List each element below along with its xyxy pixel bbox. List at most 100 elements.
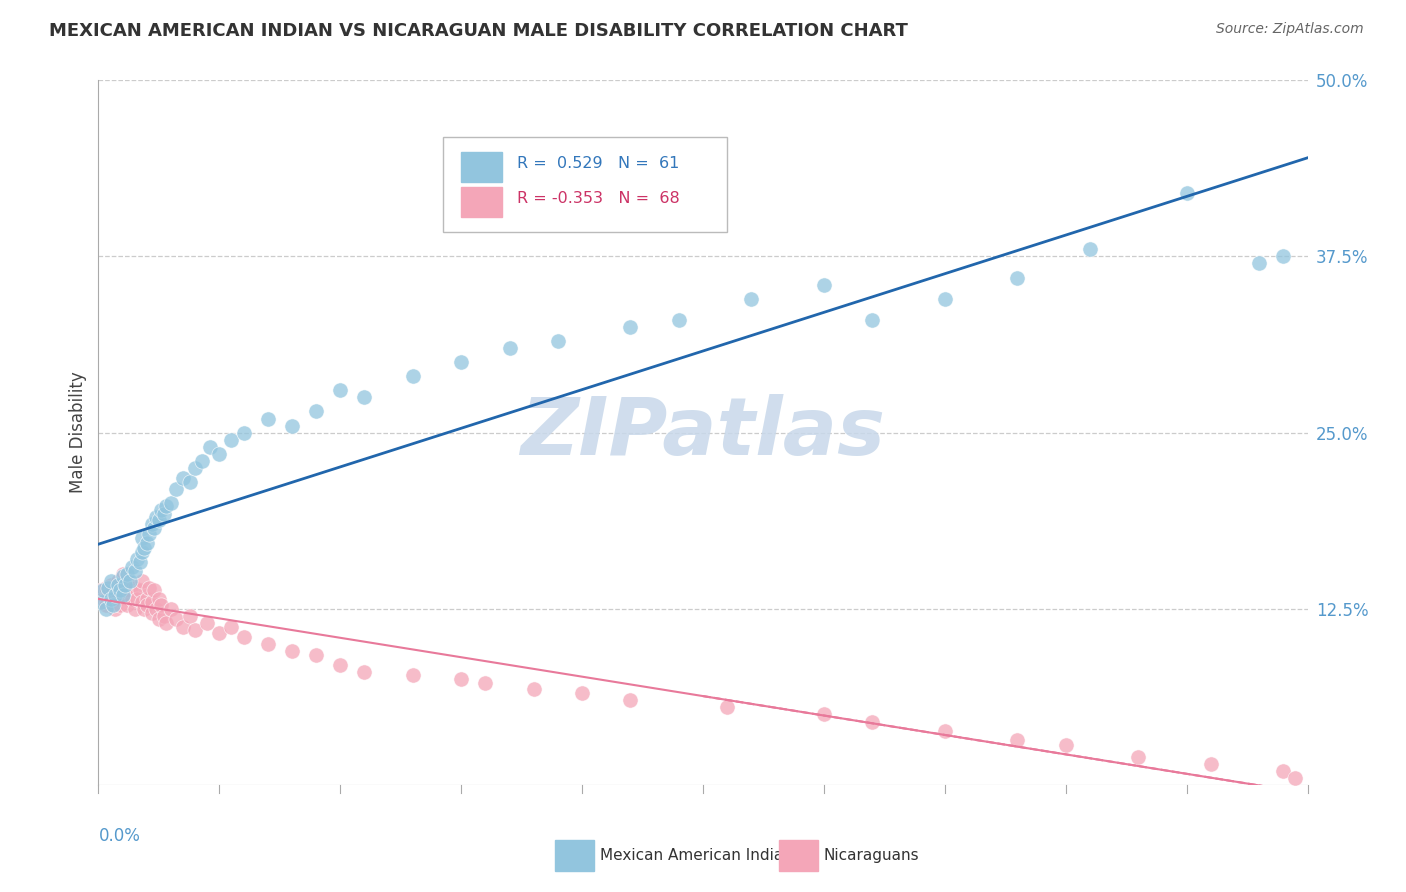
Point (128, 583, 150, 598)
Point (165, 482, 187, 496)
Point (184, 623, 207, 637)
FancyBboxPatch shape (443, 136, 727, 232)
Point (1284, 771, 1306, 785)
Point (150, 598, 173, 612)
Point (232, 630, 254, 644)
Point (305, 404, 328, 418)
Point (221, 433, 243, 447)
Text: Source: ZipAtlas.com: Source: ZipAtlas.com (1216, 22, 1364, 37)
Point (138, 527, 160, 541)
Point (402, 369, 425, 384)
Point (128, 555, 150, 569)
Point (184, 460, 207, 475)
Point (523, 682, 546, 697)
Point (100, 595, 122, 609)
Point (138, 581, 160, 595)
FancyBboxPatch shape (461, 187, 502, 217)
Point (281, 644, 304, 658)
Point (155, 499, 177, 513)
Point (97, 588, 120, 602)
Point (152, 508, 174, 522)
Point (860, 714, 883, 729)
Point (148, 591, 170, 606)
FancyBboxPatch shape (779, 840, 818, 871)
Point (198, 440, 221, 454)
Point (1175, 186, 1198, 200)
Point (141, 595, 163, 609)
Point (1128, 749, 1150, 764)
Point (100, 578, 122, 592)
Point (152, 608, 174, 623)
Point (90, 595, 112, 609)
Y-axis label: Male Disability: Male Disability (69, 372, 87, 493)
Point (353, 391, 375, 405)
Point (813, 277, 835, 292)
Point (571, 686, 593, 700)
Point (124, 601, 146, 615)
Point (108, 598, 131, 612)
Point (619, 693, 641, 707)
Point (114, 588, 136, 602)
Point (143, 583, 166, 598)
Point (121, 559, 143, 574)
Point (101, 598, 124, 612)
Point (474, 676, 496, 690)
Point (111, 588, 134, 602)
Point (108, 583, 131, 598)
Point (165, 612, 187, 626)
Point (619, 320, 641, 334)
Text: ZIPatlas: ZIPatlas (520, 393, 886, 472)
Point (172, 471, 194, 485)
Point (145, 601, 167, 615)
Point (1272, 764, 1295, 778)
Point (94, 598, 117, 612)
Point (100, 574, 122, 588)
Point (1054, 739, 1077, 753)
Point (127, 591, 149, 606)
Point (172, 620, 194, 634)
Point (100, 591, 122, 606)
Point (148, 513, 170, 527)
Point (121, 591, 143, 606)
Point (740, 292, 762, 306)
Point (860, 313, 883, 327)
Point (101, 583, 124, 598)
Point (117, 598, 139, 612)
Point (104, 601, 127, 615)
Point (131, 595, 153, 609)
Point (135, 535, 157, 549)
Point (402, 668, 425, 682)
Point (118, 583, 141, 598)
Point (117, 574, 139, 588)
Point (148, 612, 170, 626)
Text: Mexican American Indians: Mexican American Indians (600, 848, 801, 863)
Point (150, 503, 173, 517)
Point (1007, 732, 1029, 747)
Point (208, 447, 231, 461)
Point (305, 648, 328, 663)
Point (256, 637, 278, 651)
Point (1249, 256, 1271, 270)
Point (135, 598, 157, 612)
Point (498, 341, 520, 355)
Point (155, 615, 177, 630)
Point (256, 411, 278, 425)
Point (1199, 756, 1222, 771)
Point (90, 583, 112, 598)
Point (450, 355, 472, 369)
Point (160, 496, 183, 510)
Point (114, 578, 136, 592)
Point (124, 581, 146, 595)
Point (547, 334, 569, 348)
FancyBboxPatch shape (461, 152, 502, 182)
Point (329, 658, 352, 673)
Point (141, 517, 163, 532)
Point (117, 566, 139, 581)
Point (107, 578, 129, 592)
Text: R =  0.529   N =  61: R = 0.529 N = 61 (517, 155, 679, 170)
Point (1272, 250, 1295, 264)
Point (135, 591, 157, 606)
Point (131, 574, 153, 588)
Point (134, 601, 156, 615)
Point (127, 552, 149, 566)
